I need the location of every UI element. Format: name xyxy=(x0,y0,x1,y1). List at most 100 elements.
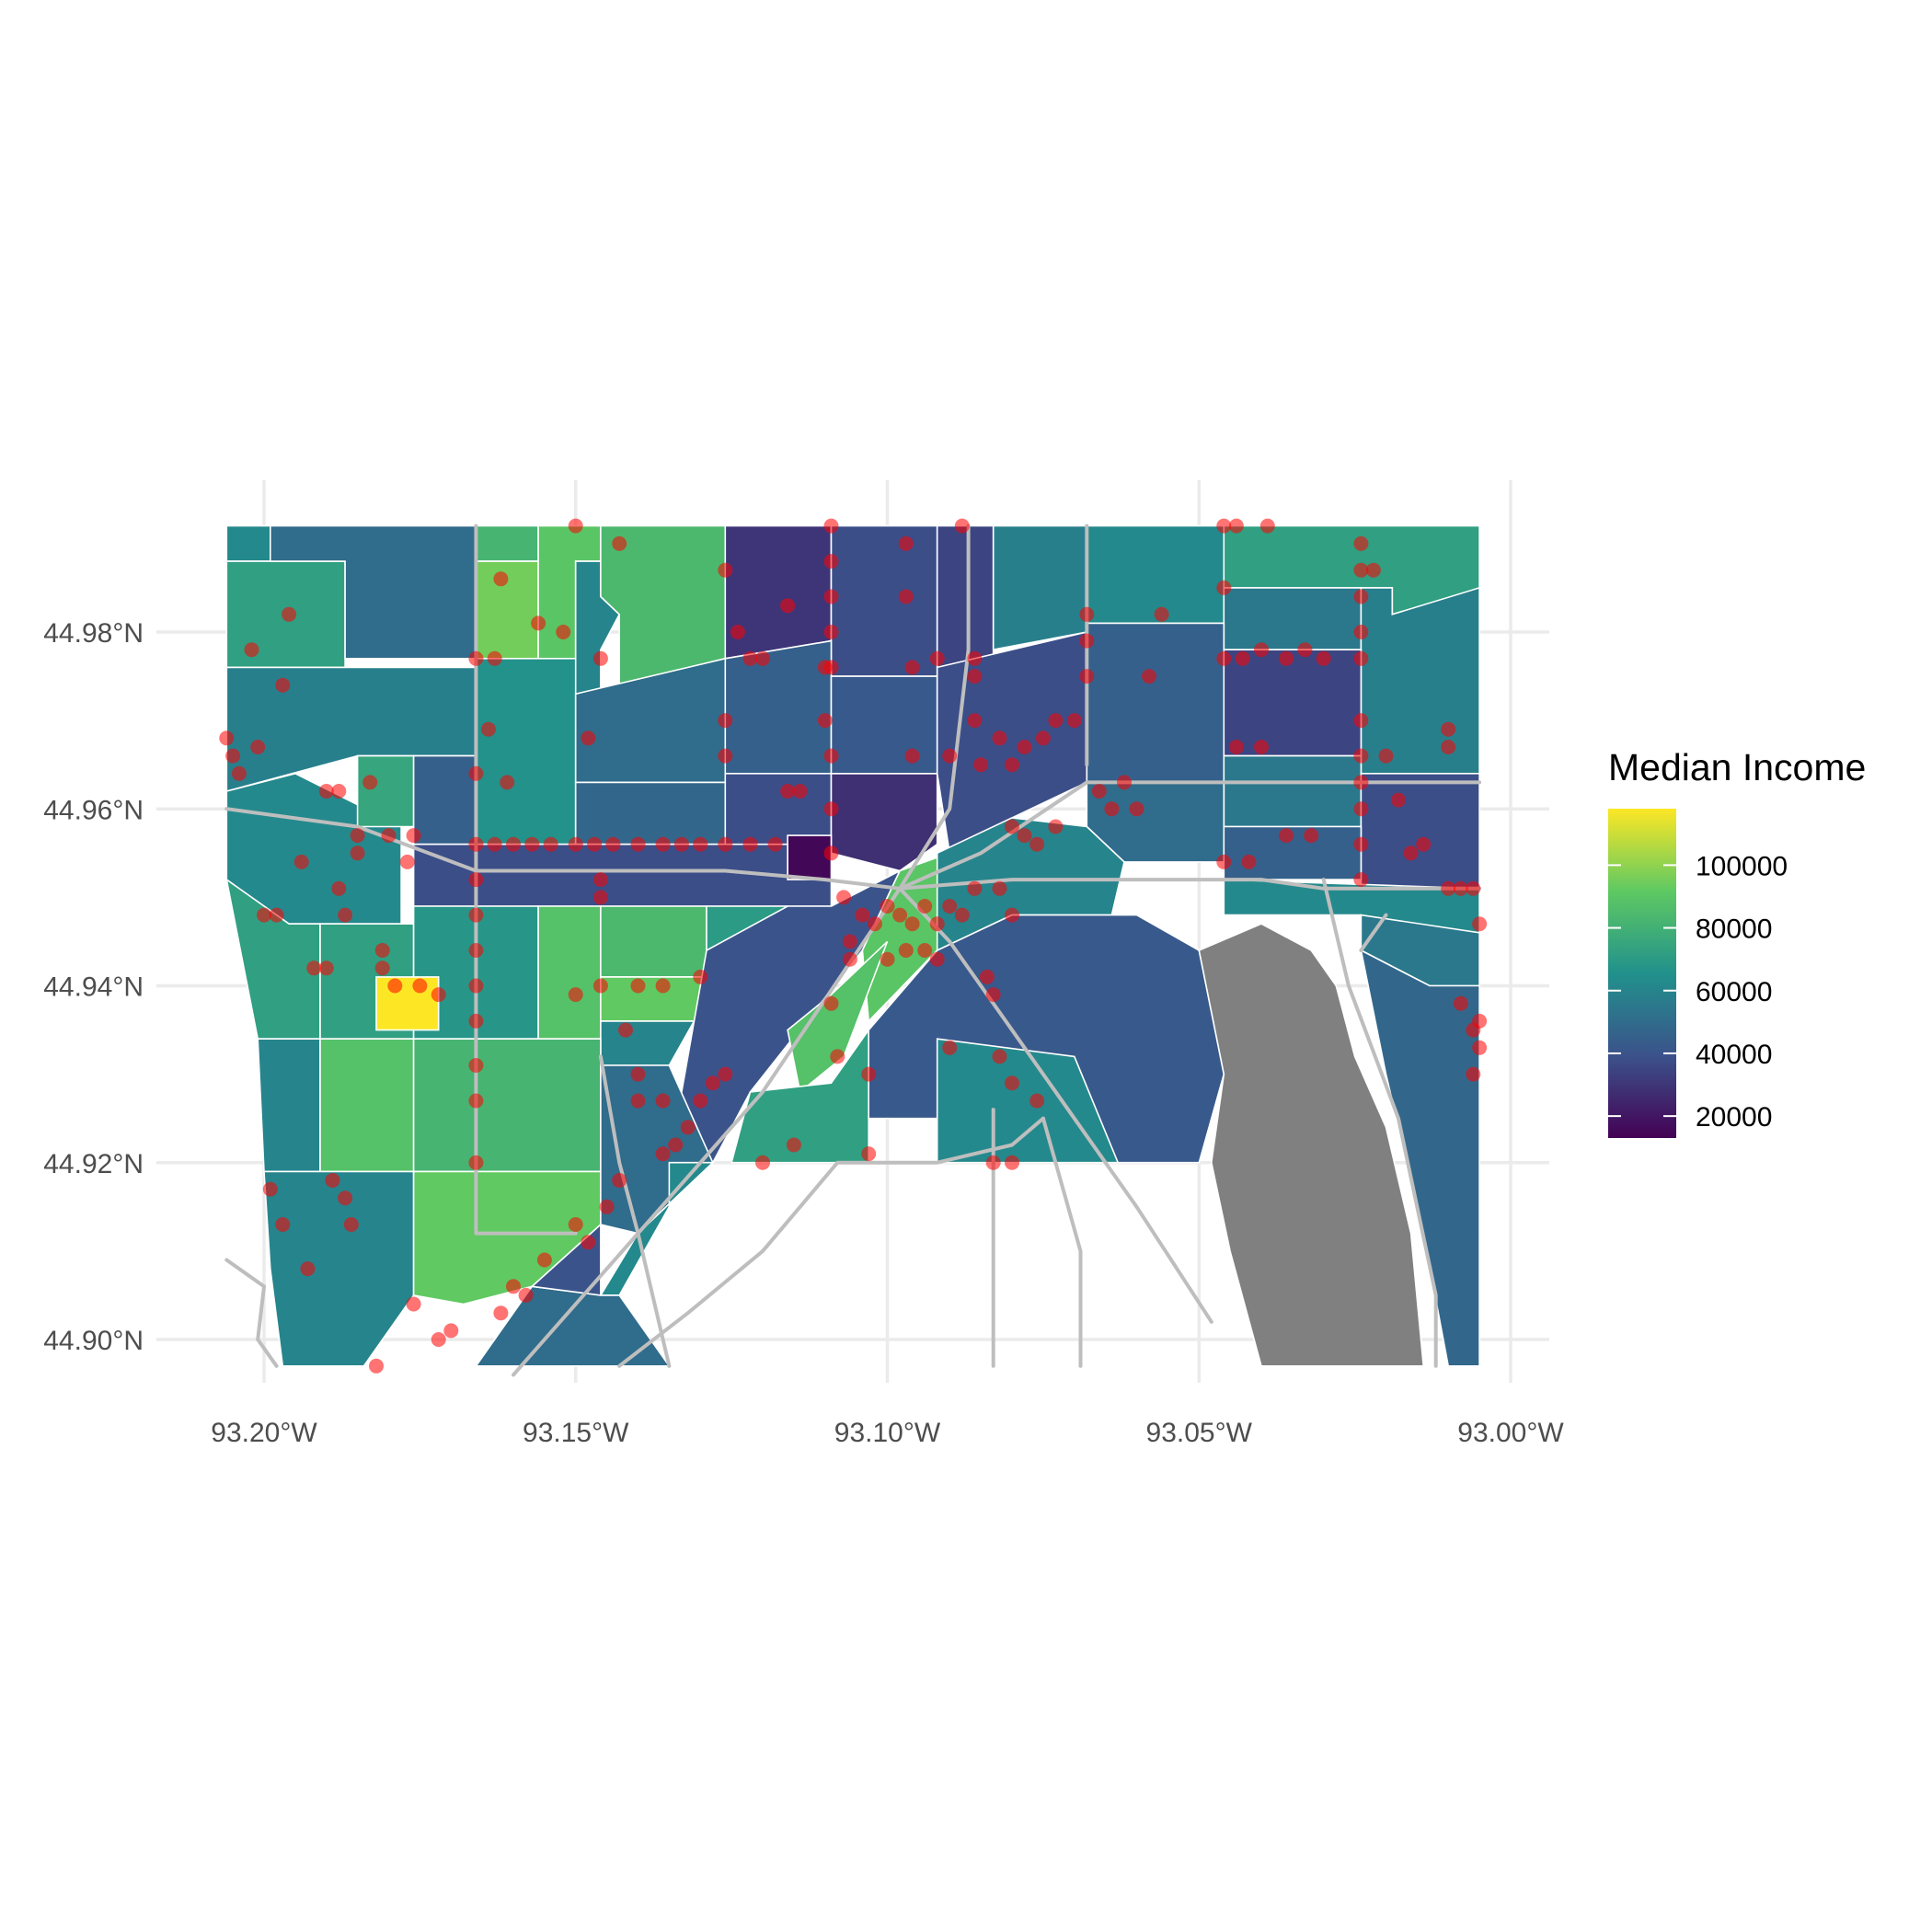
incident-point xyxy=(823,995,839,1011)
incident-point xyxy=(487,650,502,666)
tract-polygon xyxy=(787,834,833,880)
incident-point xyxy=(780,598,796,614)
incident-point xyxy=(1353,748,1369,764)
incident-point xyxy=(992,730,1007,746)
incident-point xyxy=(612,1173,627,1188)
incident-point xyxy=(718,562,733,578)
incident-point xyxy=(331,784,347,799)
tract-polygon xyxy=(475,657,577,845)
legend-tick-label: 20000 xyxy=(1696,1102,1772,1133)
incident-point xyxy=(823,554,839,569)
incident-point xyxy=(387,978,403,994)
tract-polygon xyxy=(225,524,271,562)
tract-polygon xyxy=(1223,754,1363,828)
legend-ticks: 20000 40000 60000 80000 100000 xyxy=(1608,851,1788,1133)
incident-point xyxy=(244,642,259,658)
legend-tick-label: 60000 xyxy=(1696,977,1772,1007)
road-line xyxy=(1359,913,1388,952)
incident-point xyxy=(1353,836,1369,852)
incident-point xyxy=(468,650,484,666)
incident-point xyxy=(592,890,608,905)
incident-point xyxy=(630,836,646,852)
tract-polygon xyxy=(724,524,833,660)
incident-point xyxy=(1453,995,1468,1011)
incident-point xyxy=(1017,740,1032,754)
incident-point xyxy=(493,571,509,587)
incident-point xyxy=(823,845,839,861)
incident-point xyxy=(655,1093,671,1109)
incident-point xyxy=(1441,721,1456,737)
incident-point xyxy=(705,1075,720,1091)
incident-point xyxy=(817,713,833,729)
incident-point xyxy=(1472,1040,1488,1055)
incident-point xyxy=(985,987,1001,1003)
incident-point xyxy=(543,836,558,852)
incident-point xyxy=(898,589,914,604)
incident-point xyxy=(655,1146,671,1162)
legend-tick-label: 80000 xyxy=(1696,914,1772,945)
tract-polygon-no-data xyxy=(1198,923,1425,1367)
incident-point xyxy=(954,518,970,534)
incident-point xyxy=(823,748,839,764)
incident-point xyxy=(767,836,783,852)
tract-polygon xyxy=(537,905,602,1040)
incident-point xyxy=(381,828,397,844)
incident-point xyxy=(1079,633,1095,649)
incident-point xyxy=(942,748,958,764)
incident-point xyxy=(1216,650,1232,666)
incident-point xyxy=(568,1217,583,1232)
tract-polygon xyxy=(936,524,995,669)
incident-point xyxy=(718,836,733,852)
incident-point xyxy=(742,836,758,852)
incident-point xyxy=(431,1332,446,1347)
tract-polygon xyxy=(992,524,1088,651)
incident-point xyxy=(898,943,914,958)
incident-point xyxy=(1005,1075,1019,1091)
incident-point xyxy=(468,1013,484,1029)
incident-point xyxy=(219,730,235,746)
incident-point xyxy=(1235,650,1250,666)
road-line xyxy=(224,1258,279,1368)
incident-point xyxy=(904,748,920,764)
incident-point xyxy=(568,987,583,1003)
point-layer xyxy=(219,518,1488,1374)
tract-polygon xyxy=(356,754,415,828)
incident-point xyxy=(823,801,839,817)
tract-polygon xyxy=(1086,622,1225,784)
incident-point xyxy=(1365,562,1381,578)
x-tick-label: 93.00°W xyxy=(1457,1418,1564,1448)
incident-point xyxy=(780,784,796,799)
incident-point xyxy=(1403,845,1419,861)
tract-polygon xyxy=(319,1038,415,1173)
incident-point xyxy=(630,978,646,994)
incident-point xyxy=(929,650,945,666)
incident-point xyxy=(992,1049,1007,1064)
tract-polygon xyxy=(412,754,477,845)
incident-point xyxy=(1453,880,1468,896)
incident-point xyxy=(1353,535,1369,551)
incident-point xyxy=(318,784,334,799)
incident-point xyxy=(655,978,671,994)
tract-polygon xyxy=(1223,587,1363,651)
incident-point xyxy=(1353,625,1369,639)
incident-point xyxy=(592,872,608,888)
road-line xyxy=(512,523,971,1377)
incident-point xyxy=(718,1066,733,1082)
incident-point xyxy=(718,713,733,729)
incident-point xyxy=(973,757,989,773)
incident-point xyxy=(673,836,689,852)
incident-point xyxy=(792,784,808,799)
incident-point xyxy=(480,721,496,737)
incident-point xyxy=(880,899,895,914)
incident-point xyxy=(293,854,309,869)
incident-point xyxy=(362,775,378,790)
incident-point xyxy=(892,907,908,923)
incident-point xyxy=(967,669,983,684)
incident-point xyxy=(331,880,347,896)
road-line xyxy=(1321,878,1438,1368)
incident-point xyxy=(556,625,571,639)
incident-point xyxy=(1466,880,1481,896)
incident-point xyxy=(1353,589,1369,604)
incident-point xyxy=(250,740,266,754)
tract-polygon xyxy=(1086,524,1225,625)
